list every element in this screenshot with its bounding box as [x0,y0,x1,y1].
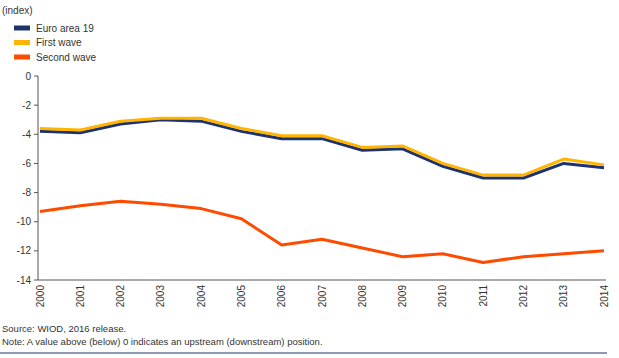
x-tick-label: 2007 [317,285,328,308]
y-tick-label: -2 [22,100,31,111]
y-tick [34,76,38,77]
legend-swatch [14,26,30,31]
y-tick [34,192,38,193]
x-tick-label: 2000 [35,285,46,308]
y-tick [34,221,38,222]
y-tick [34,250,38,251]
y-tick-label: 0 [25,71,31,82]
axis-label: (index) [2,5,33,16]
source: Source: WIOD, 2016 release. [2,323,126,334]
x-tick-label: 2001 [75,285,86,308]
y-tick-label: -4 [22,129,31,140]
legend-label: First wave [36,37,82,48]
x-tick-label: 2006 [276,285,287,308]
x-tick-label: 2004 [196,285,207,308]
x-axis [38,280,606,281]
x-tick-label: 2014 [599,285,610,308]
y-tick [34,134,38,135]
series-group [40,118,604,262]
legend-swatch [14,40,30,45]
x-tick-label: 2008 [357,285,368,308]
x-tick-label: 2010 [437,285,448,308]
legend-label: Euro area 19 [36,23,94,34]
y-axis [38,76,39,280]
x-tick-label: 2013 [558,285,569,308]
x-tick-label: 2002 [115,285,126,308]
chart: (index)Euro area 19 First wave Second wave… [0,0,619,358]
note: Note: A value above (below) 0 indicates … [2,336,323,347]
y-tick-label: -10 [17,216,32,227]
y-tick [34,163,38,164]
legend-swatch [14,55,30,60]
x-tick-label: 2012 [518,285,529,308]
footer-rule [0,353,607,354]
y-tick-label: -6 [22,158,31,169]
legend-label: Second wave [36,52,96,63]
series-line [40,118,604,175]
x-tick-label: 2005 [236,285,247,308]
y-tick [34,280,38,281]
y-tick [34,105,38,106]
series-line [40,120,604,178]
y-tick-label: -8 [22,187,31,198]
series-line [40,201,604,262]
x-tick-label: 2011 [478,285,489,307]
y-tick-label: -12 [17,245,32,256]
x-tick-label: 2009 [397,285,408,308]
x-tick-label: 2003 [155,285,166,308]
y-tick-label: -14 [17,275,32,286]
